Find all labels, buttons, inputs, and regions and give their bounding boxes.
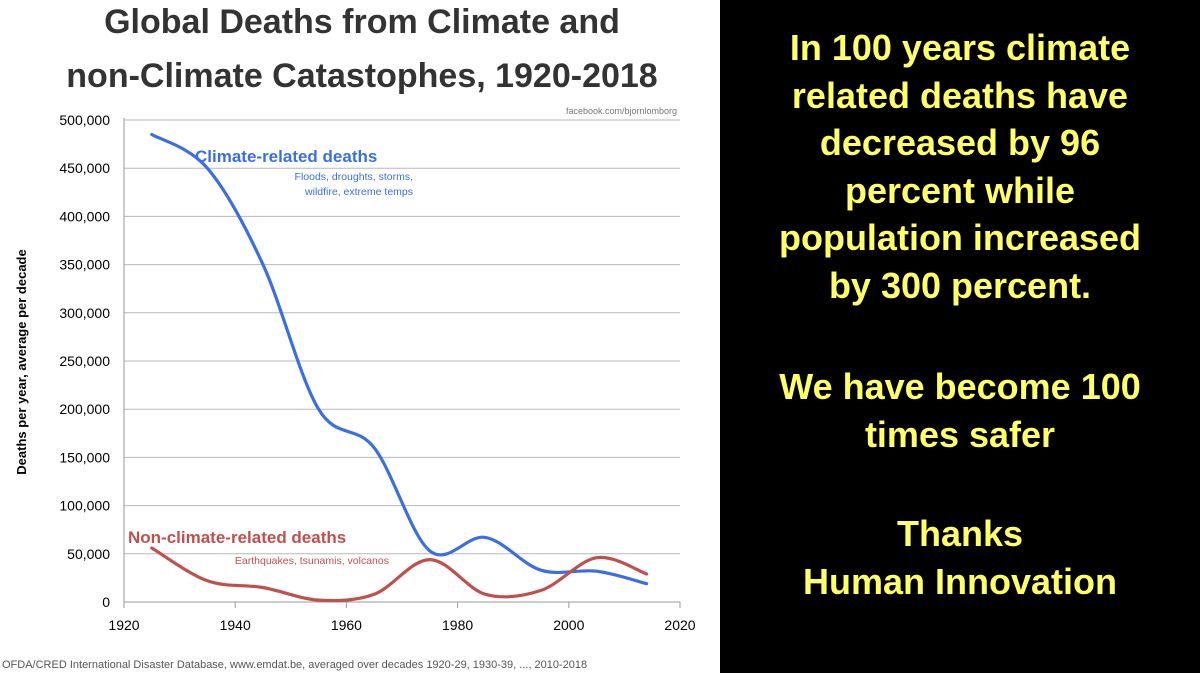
x-tick-label: 1920: [108, 617, 139, 633]
safer-paragraph: We have become 100 times safer: [740, 363, 1180, 458]
chart-title-line-1: Global Deaths from Climate and: [104, 3, 620, 41]
safer-line: times safer: [864, 413, 1056, 455]
x-tick-label: 1980: [442, 617, 473, 633]
chart-panel: 0 50,000 100,000 150,000 200,000 250,000 300,0…: [2, 3, 696, 671]
non-climate-series-label: Non-climate-related deaths: [128, 528, 346, 547]
non-climate-deaths-line: [150, 546, 649, 603]
statement-line: related deaths have: [791, 74, 1129, 116]
y-tick-label: 200,000: [59, 401, 110, 417]
text-panel: In 100 years climate related deaths have…: [720, 0, 1200, 673]
y-tick-label: 450,000: [59, 160, 110, 176]
thanks-paragraph: Thanks Human Innovation: [740, 510, 1180, 605]
climate-deaths-line: [150, 132, 649, 586]
non-climate-series-subtitle: Earthquakes, tsunamis, volcanos: [235, 555, 389, 567]
y-tick-label: 250,000: [59, 353, 110, 369]
y-tick-label: 100,000: [59, 498, 110, 514]
climate-series-label: Climate-related deaths: [195, 147, 377, 166]
statement-line: decreased by 96: [819, 122, 1101, 164]
chart: 0 50,000 100,000 150,000 200,000 250,000 300,0…: [2, 3, 696, 671]
y-tick-label: 500,000: [59, 112, 110, 128]
statement-line: In 100 years climate: [789, 27, 1131, 68]
statement-line: percent while: [844, 169, 1076, 211]
statement-paragraph: In 100 years climate related deaths have…: [740, 24, 1180, 309]
x-tick-label: 2020: [664, 617, 695, 633]
credit-text: facebook.com/bjornlomborg: [566, 106, 677, 116]
y-tick-label: 350,000: [59, 257, 110, 273]
safer-line: We have become 100: [779, 366, 1141, 407]
thanks-line: Human Innovation: [803, 560, 1117, 602]
y-axis-label: Deaths per year, average per decade: [14, 249, 29, 474]
climate-series-subtitle-2: wildfire, extreme temps: [304, 186, 413, 198]
statement-line: population increased: [778, 217, 1142, 259]
thanks-line: Thanks: [896, 513, 1024, 554]
y-tick-label: 300,000: [59, 305, 110, 321]
y-tick-label: 150,000: [59, 449, 110, 465]
x-tick-label: 1960: [331, 617, 362, 633]
x-tick-label: 2000: [553, 617, 584, 633]
x-tick-label: 1940: [220, 617, 251, 633]
climate-series-subtitle-1: Floods, droughts, storms,: [295, 171, 413, 183]
chart-title-line-2: non-Climate Catastophes, 1920-2018: [66, 57, 657, 95]
source-text: OFDA/CRED International Disaster Databas…: [2, 659, 587, 671]
y-tick-label: 50,000: [67, 546, 110, 562]
y-tick-label: 0: [102, 594, 110, 610]
statement-line: by 300 percent.: [828, 264, 1092, 306]
y-tick-label: 400,000: [59, 208, 110, 224]
